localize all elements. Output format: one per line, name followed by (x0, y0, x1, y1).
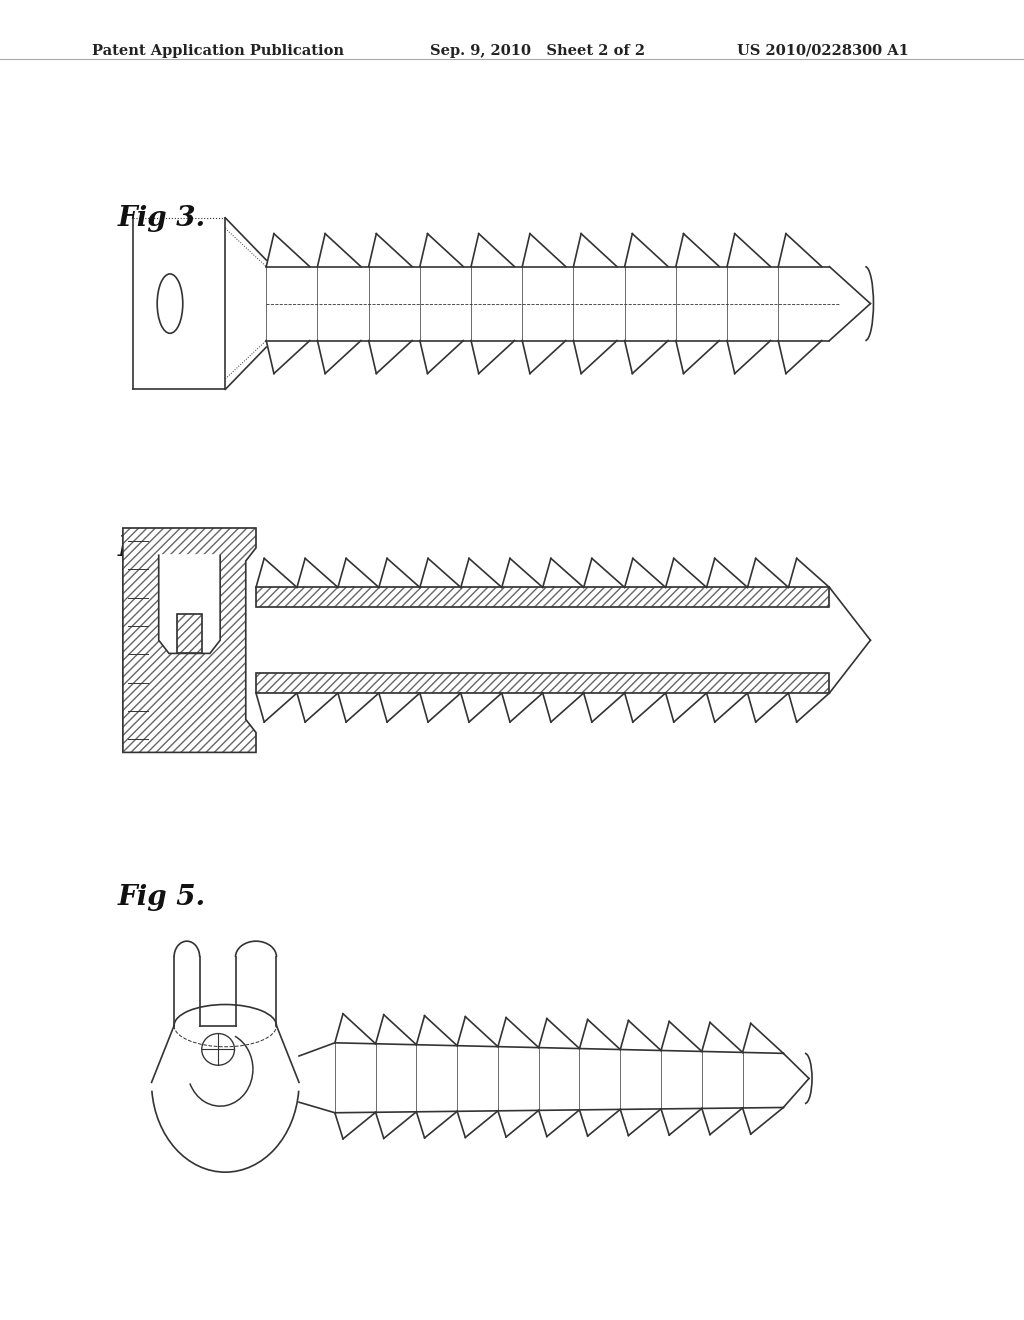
Text: Fig 5.: Fig 5. (118, 884, 206, 911)
Text: Fig 3.: Fig 3. (118, 205, 206, 231)
Text: Fig 4.: Fig 4. (118, 535, 206, 561)
Polygon shape (159, 554, 220, 653)
Ellipse shape (157, 275, 183, 334)
Polygon shape (123, 528, 256, 752)
Bar (256, 587, 829, 607)
Bar (133, 218, 225, 389)
Bar (256, 673, 829, 693)
Text: Patent Application Publication: Patent Application Publication (92, 44, 344, 58)
Polygon shape (159, 554, 220, 653)
Text: US 2010/0228300 A1: US 2010/0228300 A1 (737, 44, 909, 58)
Bar (177, 614, 202, 653)
Bar (256, 587, 829, 607)
Polygon shape (123, 528, 256, 752)
Bar (256, 673, 829, 693)
Bar (177, 614, 202, 653)
Text: Sep. 9, 2010   Sheet 2 of 2: Sep. 9, 2010 Sheet 2 of 2 (430, 44, 645, 58)
